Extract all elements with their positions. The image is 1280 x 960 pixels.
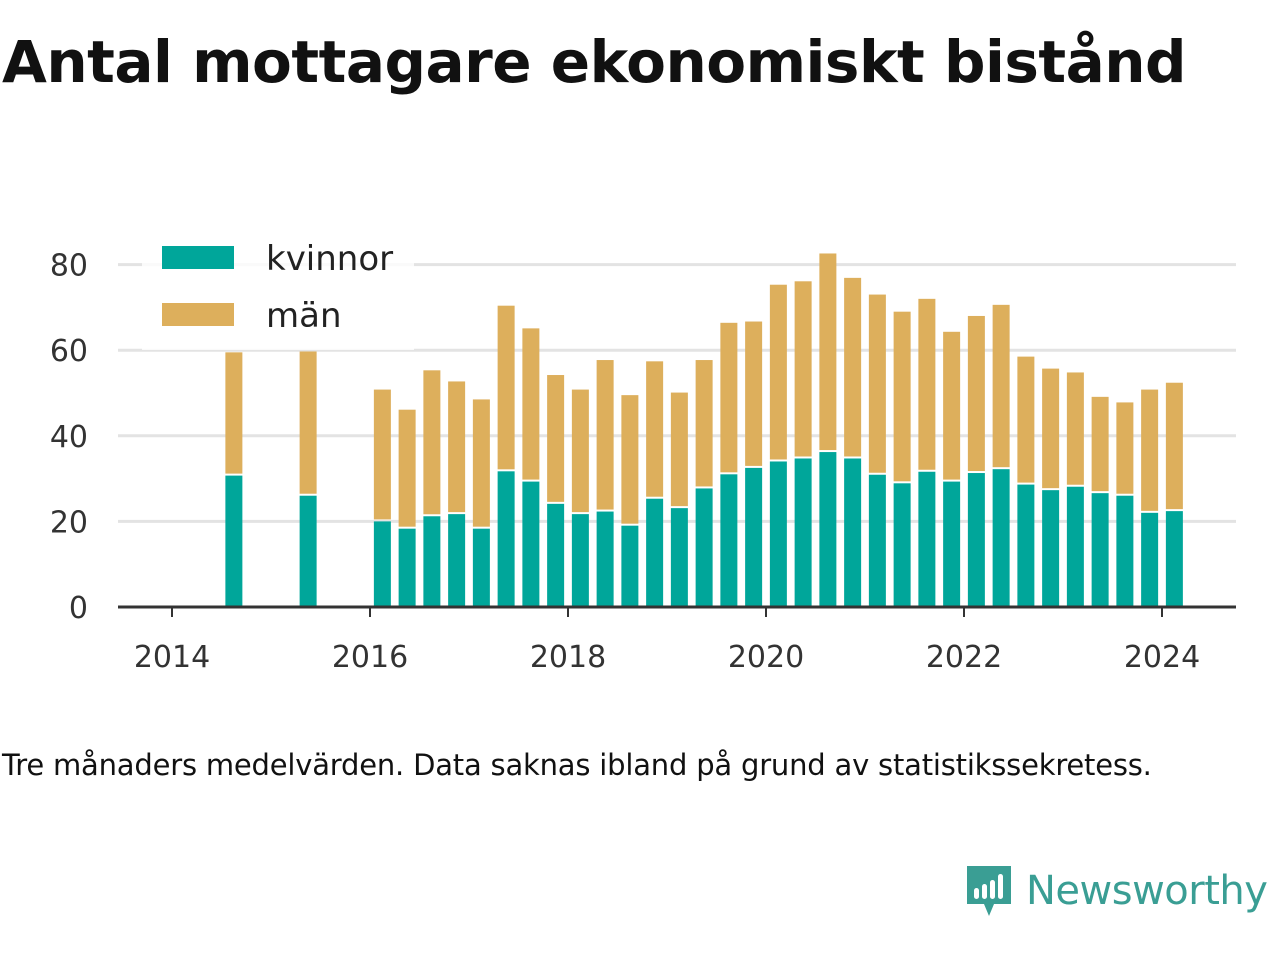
- bar-kvinnor: [1042, 490, 1060, 607]
- bar-man: [819, 253, 837, 451]
- bar-kvinnor: [646, 498, 664, 607]
- bar-man: [1141, 389, 1159, 511]
- bar-man: [596, 360, 614, 510]
- brand-name: Newsworthy: [1026, 868, 1268, 914]
- bar-kvinnor: [769, 461, 787, 607]
- bar-kvinnor: [472, 528, 490, 607]
- x-tick-label: 2014: [134, 640, 210, 675]
- bar-man: [769, 284, 787, 460]
- bar-man: [893, 311, 911, 482]
- bar-kvinnor: [1091, 493, 1109, 607]
- x-tick-label: 2022: [926, 640, 1002, 675]
- y-tick-label: 40: [50, 420, 88, 455]
- bar-man: [373, 389, 391, 520]
- bar-man: [992, 304, 1010, 468]
- x-tick-label: 2024: [1124, 640, 1200, 675]
- bar-kvinnor: [596, 511, 614, 607]
- chart-title: Antal mottagare ekonomiskt bistånd: [2, 28, 1187, 96]
- bar-man: [423, 370, 441, 515]
- bar-man: [448, 381, 466, 513]
- bar-kvinnor: [943, 481, 961, 607]
- bar-kvinnor: [1141, 512, 1159, 607]
- x-axis: 2014 2016 2018 2020 2022 2024: [118, 605, 1236, 675]
- bar-man: [1017, 356, 1035, 483]
- legend: kvinnor män: [142, 232, 414, 350]
- bar-kvinnor: [967, 473, 985, 607]
- bar-kvinnor: [720, 474, 738, 607]
- bar-kvinnor: [373, 521, 391, 607]
- bar-man: [918, 298, 936, 470]
- bar-kvinnor: [670, 508, 688, 607]
- bar-man: [1091, 396, 1109, 492]
- bar-man: [299, 351, 317, 494]
- bar-man: [720, 322, 738, 473]
- bar-kvinnor: [522, 481, 540, 607]
- bar-kvinnor: [992, 469, 1010, 607]
- bar-man: [398, 409, 416, 527]
- y-tick-label: 60: [50, 334, 88, 369]
- bar-kvinnor: [225, 475, 243, 607]
- bar-kvinnor: [893, 483, 911, 607]
- bar-kvinnor: [794, 458, 812, 607]
- bar-kvinnor: [819, 452, 837, 607]
- bar-man: [745, 321, 763, 466]
- bar-kvinnor: [621, 525, 639, 607]
- bar-man: [695, 360, 713, 487]
- legend-swatch-kvinnor: [162, 246, 234, 269]
- bar-kvinnor: [844, 458, 862, 607]
- bar-kvinnor: [1066, 486, 1084, 607]
- x-tick-label: 2018: [530, 640, 606, 675]
- bar-kvinnor: [745, 467, 763, 607]
- bar-kvinnor: [398, 528, 416, 607]
- legend-label: kvinnor: [266, 239, 393, 279]
- bar-kvinnor: [497, 471, 515, 607]
- bar-kvinnor: [299, 495, 317, 607]
- bar-kvinnor: [868, 474, 886, 607]
- bar-man: [1066, 372, 1084, 485]
- bar-kvinnor: [571, 514, 589, 607]
- bar-kvinnor: [1116, 495, 1134, 607]
- bar-man: [646, 361, 664, 497]
- x-tick-label: 2016: [332, 640, 408, 675]
- y-tick-label: 80: [50, 249, 88, 284]
- bars: [225, 253, 1183, 607]
- bar-man: [868, 294, 886, 473]
- bar-kvinnor: [918, 471, 936, 607]
- chart-caption: Tre månaders medelvärden. Data saknas ib…: [2, 748, 1152, 782]
- bar-kvinnor: [695, 488, 713, 607]
- y-tick-label: 20: [50, 505, 88, 540]
- bar-man: [1165, 382, 1183, 510]
- bar-kvinnor: [1165, 511, 1183, 607]
- bar-man: [1116, 402, 1134, 494]
- legend-swatch-man: [162, 303, 234, 326]
- bar-kvinnor: [423, 516, 441, 607]
- bar-man: [497, 305, 515, 470]
- newsworthy-logo-icon: [967, 866, 1011, 916]
- bar-man: [571, 389, 589, 513]
- bar-kvinnor: [547, 503, 565, 607]
- bar-man: [844, 277, 862, 457]
- bar-man: [670, 392, 688, 507]
- bar-kvinnor: [448, 514, 466, 607]
- bar-man: [522, 328, 540, 480]
- bar-chart: 0 20 40 60 80 kvinnor män 2014 2016 2018 2020 202…: [49, 232, 1236, 675]
- bar-man: [943, 331, 961, 480]
- bar-man: [547, 375, 565, 502]
- bar-man: [794, 281, 812, 457]
- legend-label: män: [266, 296, 342, 336]
- x-tick-label: 2020: [728, 640, 804, 675]
- y-tick-label: 0: [69, 591, 88, 626]
- bar-man: [472, 399, 490, 527]
- bar-man: [967, 315, 985, 472]
- bar-man: [621, 395, 639, 524]
- y-axis-labels: 0 20 40 60 80: [50, 249, 88, 626]
- bar-kvinnor: [1017, 484, 1035, 607]
- brand-logo: Newsworthy: [964, 862, 1268, 920]
- bar-man: [1042, 368, 1060, 489]
- bar-man: [225, 352, 243, 474]
